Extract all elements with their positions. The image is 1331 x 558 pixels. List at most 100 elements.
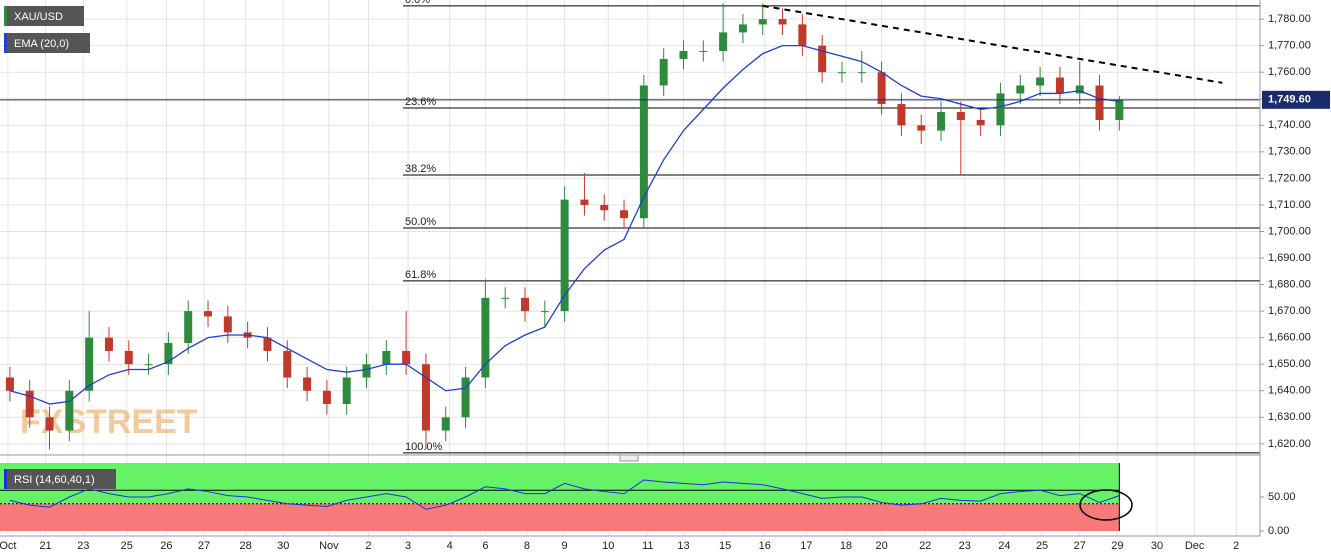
candle-body (144, 364, 153, 366)
candle-body (501, 297, 510, 299)
rsi-upper-zone (0, 463, 1120, 504)
y-tick-label: 1,740.00 (1268, 119, 1311, 131)
fib-label: 23.6% (405, 96, 436, 108)
legend-ema: EMA (20,0) (4, 33, 90, 53)
rsi-line (9, 479, 1120, 510)
x-tick-label: 2 (365, 540, 371, 552)
y-tick-label: 1,660.00 (1268, 332, 1311, 344)
x-tick-label: 30 (277, 540, 289, 552)
x-tick-label: 22 (919, 540, 931, 552)
x-tick-label: 2 (1233, 540, 1239, 552)
highlight-ellipse (1079, 489, 1133, 521)
candle-body (124, 350, 133, 365)
x-tick-label: 30 (1151, 540, 1163, 552)
x-tick-label: 4 (447, 540, 453, 552)
candle-body (382, 350, 391, 365)
fib-label: 100.0% (405, 441, 443, 453)
y-tick-label: 1,730.00 (1268, 146, 1311, 158)
candle-body (560, 199, 569, 312)
rsi-tick-label: 50.00 (1268, 491, 1296, 503)
candle-body (540, 311, 549, 313)
candle-body (283, 350, 292, 378)
trendline (762, 4, 1223, 84)
candle-body (976, 119, 985, 126)
legend-swatch (4, 33, 7, 53)
candle-body (639, 85, 648, 219)
candle-body (5, 377, 14, 391)
resize-handle[interactable] (619, 454, 639, 462)
candle-body (600, 204, 609, 211)
y-tick-label: 1,650.00 (1268, 358, 1311, 370)
x-tick-label: 15 (719, 540, 731, 552)
x-tick-label: 13 (677, 540, 689, 552)
rsi-tick-label: 0.00 (1268, 525, 1289, 537)
x-tick-label: Nov (319, 540, 339, 552)
candle-body (223, 316, 232, 333)
x-tick-label: Oct (0, 540, 16, 552)
y-tick-label: 1,680.00 (1268, 278, 1311, 290)
candle-body (837, 72, 846, 74)
x-tick-label: 17 (800, 540, 812, 552)
x-tick-label: 10 (602, 540, 614, 552)
candle-body (263, 337, 272, 351)
candle-body (65, 390, 74, 431)
candle-body (996, 93, 1005, 126)
candle-body (402, 350, 411, 365)
y-tick-label: 1,670.00 (1268, 305, 1311, 317)
legend-box (4, 469, 116, 489)
x-tick-label: 27 (198, 540, 210, 552)
last-price-tag (1262, 90, 1330, 109)
candle-body (679, 50, 688, 59)
fib-label: 38.2% (405, 163, 436, 175)
legend-swatch (4, 6, 7, 26)
x-tick-label: 11 (642, 540, 653, 552)
candle-body (1016, 85, 1025, 94)
legend-symbol: XAU/USD (14, 11, 63, 23)
candle-body (521, 297, 529, 312)
candle-body (580, 199, 589, 205)
fib-label: 50.0% (405, 216, 436, 228)
rsi-panel (0, 463, 1120, 531)
fib-label: 61.8% (405, 269, 436, 281)
candle-body (818, 45, 827, 73)
x-tick-label: 18 (840, 540, 852, 552)
candle-body (1115, 99, 1124, 120)
candle-body (303, 377, 312, 391)
legend-ema-label: EMA (20,0) (14, 38, 69, 50)
x-tick-label: 3 (405, 540, 411, 552)
grid (0, 0, 1260, 536)
candle-body (758, 19, 767, 25)
x-tick-label: 6 (482, 540, 488, 552)
candle-body (421, 364, 430, 431)
x-tick-label: 8 (524, 540, 530, 552)
x-tick-label: 25 (121, 540, 133, 552)
x-tick-label: 29 (1111, 540, 1123, 552)
y-tick-label: 1,780.00 (1268, 13, 1311, 25)
candle-body (481, 297, 490, 378)
candle-body (45, 417, 54, 431)
x-tick-label: 26 (160, 540, 172, 552)
candle-body (699, 50, 708, 52)
x-tick-label: 16 (759, 540, 771, 552)
candle-body (85, 337, 94, 391)
last-price-label: 1,749.60 (1268, 94, 1311, 106)
candle-body (620, 210, 629, 219)
x-tick-label: 20 (875, 540, 887, 552)
x-tick-label: 25 (1036, 540, 1048, 552)
candle-body (1055, 77, 1064, 94)
x-tick-label: 21 (39, 540, 51, 552)
candle-body (184, 311, 193, 343)
rsi-lower-zone (0, 503, 1120, 531)
y-tick-label: 1,640.00 (1268, 385, 1311, 397)
candle-body (25, 390, 34, 418)
candle-body (798, 24, 807, 46)
y-tick-label: 1,770.00 (1268, 40, 1311, 52)
legend-rsi: RSI (14,60,40,1) (4, 469, 116, 489)
candle-body (164, 342, 173, 365)
candle-body (204, 311, 213, 317)
x-tick-label: 23 (959, 540, 971, 552)
candle-body (1075, 85, 1084, 94)
x-tick-label: 9 (562, 540, 568, 552)
candle-body (897, 104, 906, 126)
